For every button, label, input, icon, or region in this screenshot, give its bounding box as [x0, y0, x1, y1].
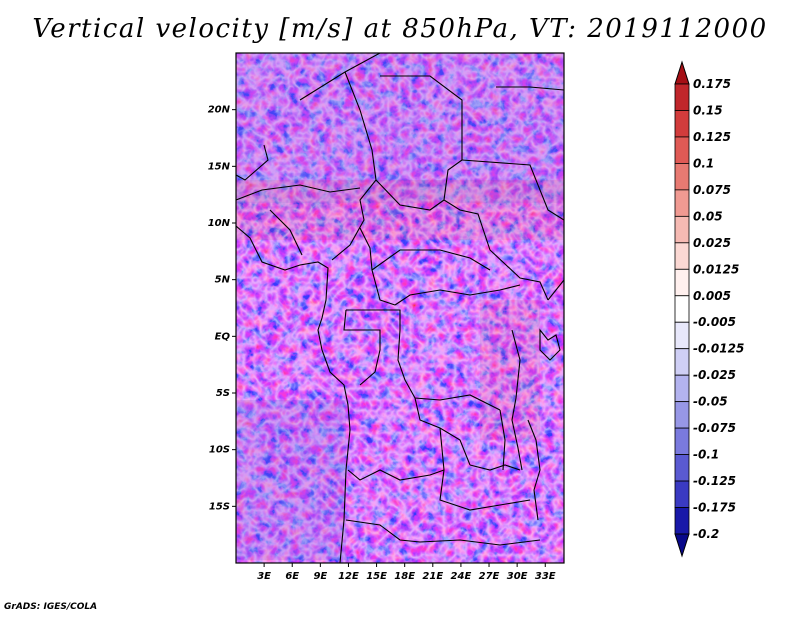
colorbar-label: 0.175	[693, 77, 731, 91]
colorbar-label: -0.175	[693, 501, 736, 515]
lon-tick-label: 30E	[507, 571, 528, 582]
lon-tick-label: 9E	[313, 571, 327, 582]
colorbar-swatch	[674, 110, 690, 138]
colorbar-swatch	[674, 507, 690, 535]
colorbar-swatch	[674, 268, 690, 297]
colorbar-label: -0.0125	[693, 342, 744, 356]
lon-tick-label: 12E	[338, 571, 359, 582]
colorbar-swatch	[674, 321, 690, 350]
colorbar-label: -0.025	[693, 368, 736, 382]
lat-tick-label: 15N	[208, 161, 231, 172]
lat-tick-label: 10N	[208, 218, 231, 229]
colorbar-label: 0.0125	[693, 262, 739, 276]
lon-tick-label: 21E	[422, 571, 443, 582]
colorbar-swatch	[674, 163, 690, 191]
lon-tick-label: 3E	[257, 571, 271, 582]
vertical-velocity-field	[236, 53, 564, 563]
colorbar-swatch	[674, 374, 690, 403]
colorbar-label: 0.125	[693, 130, 731, 144]
colorbar-swatch	[674, 480, 690, 508]
lon-tick-label: 33E	[535, 571, 556, 582]
map-frame	[235, 52, 565, 564]
lon-tick-label: 18E	[394, 571, 415, 582]
colorbar-swatch	[674, 427, 690, 455]
great-lakes-outline	[511, 329, 523, 471]
colorbar-label: 0.075	[693, 183, 731, 197]
lat-tick-label: 5N	[215, 275, 231, 286]
grads-credit: GrADS: IGES/COLA	[4, 602, 98, 612]
colorbar-max-arrow	[674, 60, 690, 85]
colorbar-swatch	[674, 401, 690, 429]
country-borders	[236, 53, 564, 563]
colorbar-swatch	[674, 295, 690, 323]
colorbar-swatch	[674, 136, 690, 164]
colorbar-swatch	[674, 189, 690, 217]
lat-tick-label: 5S	[216, 388, 230, 399]
colorbar-label: -0.005	[693, 315, 736, 329]
colorbar-label: 0.025	[693, 236, 731, 250]
lat-tick-label: 15S	[209, 501, 230, 512]
coastline-gulf-of-guinea	[236, 225, 351, 563]
lat-tick-label: 10S	[209, 445, 230, 456]
colorbar-swatch	[674, 348, 690, 376]
colorbar-label: 0.005	[693, 289, 731, 303]
colorbar-label: -0.2	[693, 527, 719, 541]
colorbar-swatch	[674, 83, 690, 111]
colorbar-min-arrow	[674, 533, 690, 558]
colorbar-label: -0.05	[693, 395, 728, 409]
lat-tick-label: EQ	[215, 331, 231, 342]
chart-title: Vertical velocity [m/s] at 850hPa, VT: 2…	[32, 14, 768, 44]
lon-tick-label: 24E	[451, 571, 472, 582]
lon-tick-label: 15E	[366, 571, 387, 582]
colorbar-label: 0.15	[693, 103, 723, 117]
latitude-axis: 20N 15N 10N 5N EQ 5S 10S 15S	[208, 105, 236, 512]
colorbar-swatch	[674, 215, 690, 244]
colorbar: 0.175 0.15 0.125 0.1 0.075 0.05 0.025 0.0125 0.0…	[674, 60, 744, 558]
colorbar-label: -0.125	[693, 474, 736, 488]
colorbar-label: 0.05	[693, 209, 723, 223]
colorbar-label: 0.1	[693, 156, 714, 170]
longitude-axis: 3E 6E 9E 12E 15E 18E 21E 24E 27E 30E 33E	[257, 563, 556, 582]
colorbar-label: -0.1	[693, 448, 719, 462]
lon-tick-label: 27E	[479, 571, 500, 582]
lat-tick-label: 20N	[208, 105, 231, 116]
colorbar-swatch	[674, 242, 690, 270]
colorbar-swatch	[674, 454, 690, 482]
lon-tick-label: 6E	[285, 571, 299, 582]
colorbar-label: -0.075	[693, 421, 736, 435]
